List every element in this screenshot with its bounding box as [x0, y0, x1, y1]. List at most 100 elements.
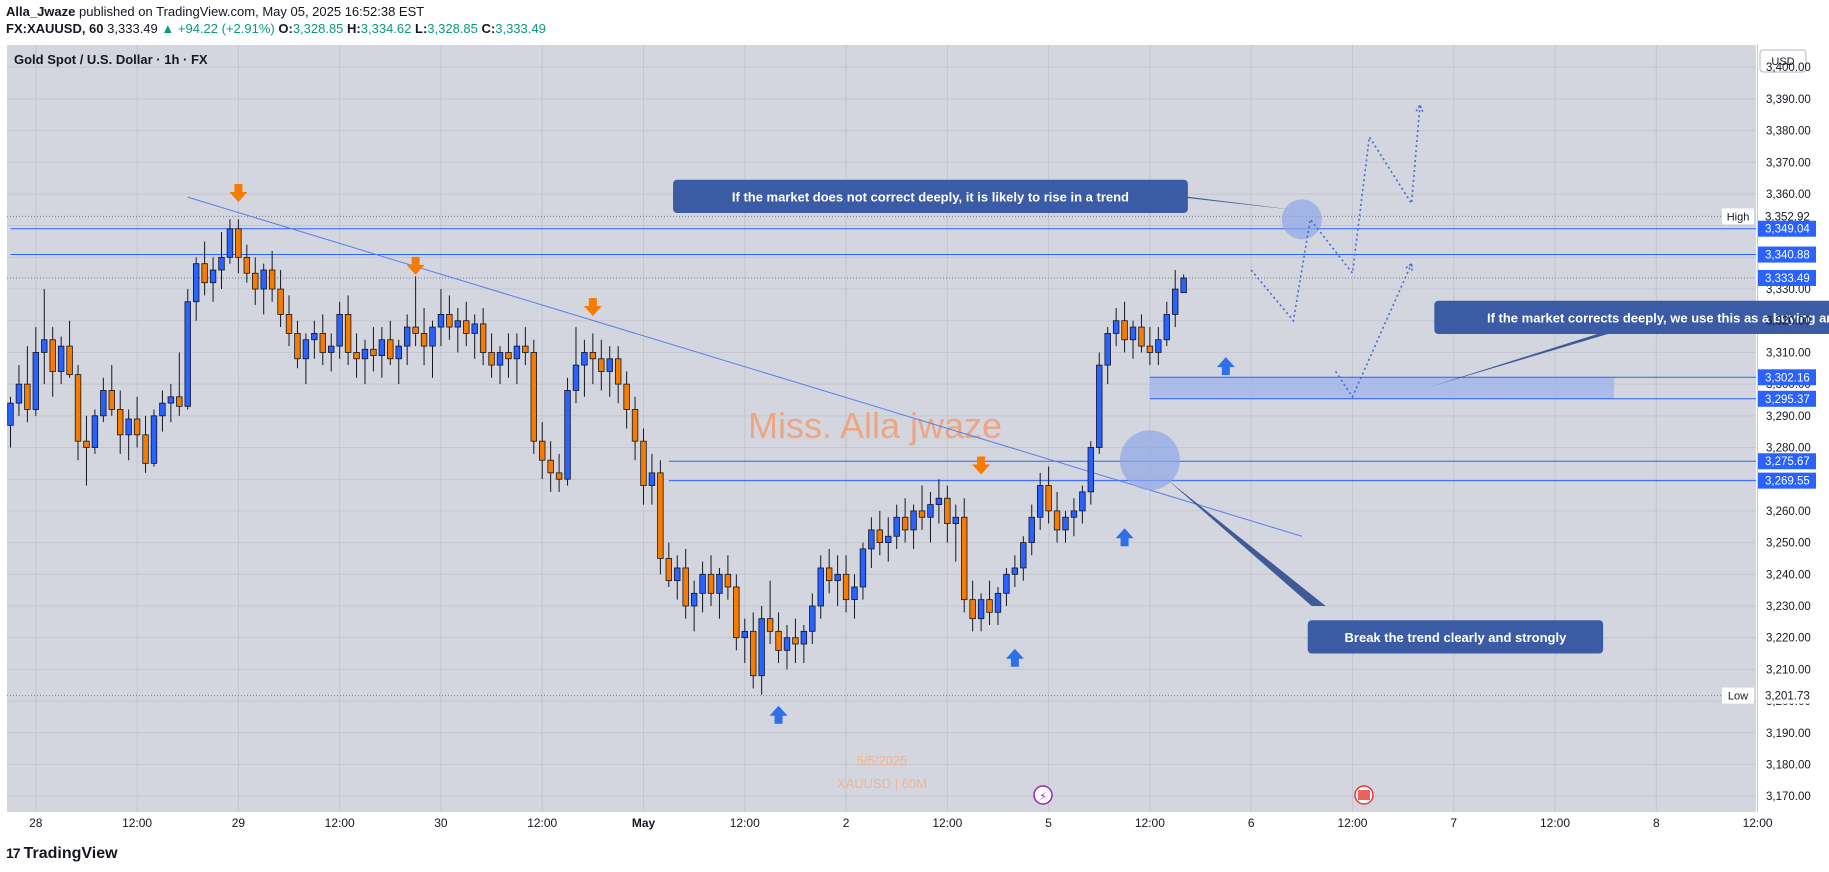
candle: [1028, 504, 1035, 556]
candle: [100, 377, 107, 423]
x-tick-label: 12:00: [122, 816, 152, 830]
candle: [1020, 536, 1027, 581]
price-label-bg: [1758, 472, 1816, 489]
candle-body: [885, 535, 892, 543]
candle-body: [277, 288, 284, 315]
candle: [403, 314, 411, 366]
y-tick-label: 3,220.00: [1766, 633, 1811, 645]
candle-body: [1155, 339, 1162, 353]
x-tick-label: 2: [843, 816, 850, 830]
price-tag-bg: [1722, 687, 1754, 704]
x-tick-label: 5: [1045, 816, 1052, 830]
currency-label: USD: [1771, 56, 1794, 68]
y-tick-label: 3,170.00: [1766, 791, 1811, 803]
candle: [1079, 485, 1086, 524]
close-value: 3,333.49: [495, 21, 546, 36]
footer-date: 5/5/2025: [857, 753, 908, 768]
candle: [961, 498, 968, 613]
last-price: 3,333.49: [107, 21, 158, 36]
candle-body: [302, 339, 310, 360]
candle-body: [851, 586, 858, 601]
callout-box: [1307, 620, 1604, 654]
price-label: 3,201.73 Low: [1722, 687, 1816, 704]
candle: [539, 422, 546, 480]
candle: [1112, 308, 1120, 347]
plot-background: [7, 45, 1756, 812]
candle: [446, 295, 453, 340]
candle-body: [454, 320, 462, 328]
candle: [1070, 498, 1078, 537]
candle: [336, 301, 343, 359]
candle: [243, 244, 251, 283]
candle-body: [49, 339, 56, 372]
candle-body: [133, 418, 141, 436]
candle-body: [707, 573, 715, 594]
author-name[interactable]: Alla_Jwaze: [6, 4, 76, 19]
candle: [927, 491, 934, 543]
ohlc-info: FX:XAUUSD, 60 3,333.49 ▲ +94.22 (+2.91%)…: [6, 21, 546, 36]
candle-body: [1045, 485, 1052, 512]
candle: [834, 555, 841, 606]
candle-body: [589, 352, 597, 360]
callout-box: [673, 179, 1188, 213]
price-label-bg: [1758, 220, 1816, 237]
candle-body: [699, 573, 706, 594]
candle-body: [344, 314, 352, 353]
candle: [471, 314, 478, 359]
x-tick-label: 6: [1248, 816, 1255, 830]
candle-body: [674, 567, 681, 582]
candle-body: [1079, 491, 1086, 512]
callout-box: [1434, 300, 1829, 335]
price-label-bg: [1758, 687, 1816, 704]
candle: [969, 580, 976, 632]
candle-body: [513, 345, 521, 360]
tradingview-logo[interactable]: 17 TradingView: [6, 845, 118, 862]
candle-body: [555, 472, 563, 480]
candle: [7, 396, 14, 448]
candle: [201, 241, 208, 296]
candle-body: [944, 497, 951, 524]
candle-body: [201, 263, 208, 284]
projection-path: [1334, 263, 1413, 399]
candle-body: [901, 516, 909, 531]
price-label: 3,302.16: [1758, 369, 1816, 386]
candle: [522, 327, 529, 366]
candle: [1129, 320, 1137, 359]
x-tick-label: 12:00: [325, 816, 355, 830]
price-tag-text: High: [1727, 211, 1750, 223]
candle-body: [1028, 516, 1035, 543]
candle-body: [353, 352, 360, 360]
candle-body: [716, 573, 723, 594]
candle-body: [1070, 510, 1078, 518]
candle-body: [1129, 326, 1137, 341]
candle: [463, 301, 470, 347]
candle: [868, 517, 875, 568]
high-value: 3,334.62: [360, 21, 412, 36]
price-label-text: 3,340.88: [1765, 250, 1810, 262]
y-tick-label: 3,310.00: [1766, 347, 1811, 359]
candle-body: [252, 272, 259, 290]
candle: [176, 352, 183, 416]
candle: [479, 308, 487, 366]
price-tag-bg: [1722, 208, 1754, 225]
candle: [918, 485, 926, 530]
candle: [1172, 270, 1179, 328]
candle: [395, 339, 402, 385]
candle-body: [83, 440, 90, 448]
y-tick-label: 3,250.00: [1766, 538, 1811, 550]
candle-body: [429, 326, 436, 347]
candle-body: [1096, 364, 1103, 448]
candle-body: [648, 472, 656, 486]
candle: [1062, 510, 1069, 543]
candle: [564, 377, 571, 486]
price-label-bg: [1758, 246, 1816, 263]
candle: [648, 453, 656, 505]
candle-body: [395, 345, 402, 360]
price-label: 3,333.49: [1758, 269, 1816, 286]
candle-body: [336, 314, 343, 347]
candle-body: [488, 352, 495, 366]
candle: [825, 548, 833, 594]
candle: [581, 339, 588, 397]
candle-body: [496, 352, 504, 366]
